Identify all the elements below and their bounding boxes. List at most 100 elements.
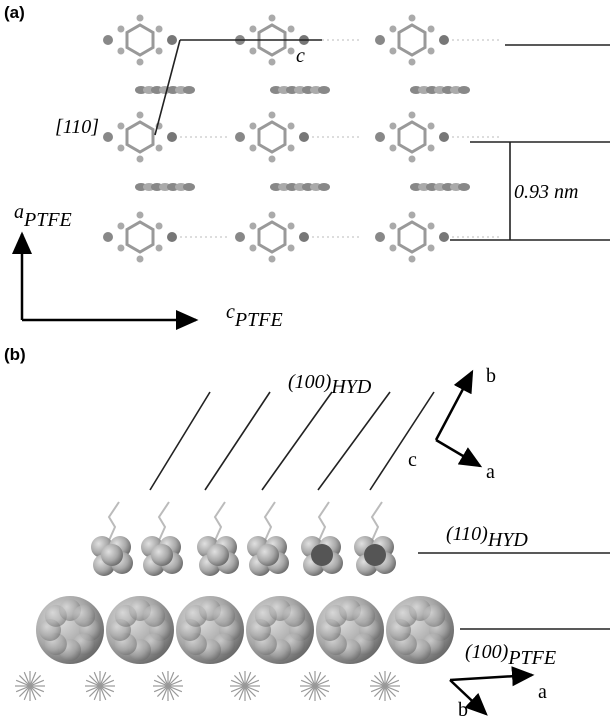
atom (137, 15, 144, 22)
atom (458, 183, 470, 191)
atom (299, 132, 309, 142)
atom (428, 145, 435, 152)
atom (269, 256, 276, 263)
atom (269, 59, 276, 66)
atom (156, 26, 163, 33)
atom (389, 223, 396, 230)
atom (428, 223, 435, 230)
atom (439, 232, 449, 242)
ring (127, 122, 153, 152)
direction-label: [110] (55, 116, 99, 138)
plane-label: (100)PTFE (465, 641, 556, 669)
vertical-axis-label: aPTFE (14, 201, 72, 231)
atom (117, 145, 124, 152)
atom (249, 48, 256, 55)
atom (183, 183, 195, 191)
atom (375, 132, 385, 142)
plane-line (205, 392, 270, 490)
atom (156, 245, 163, 252)
atom (318, 86, 330, 94)
atom (137, 112, 144, 119)
atom (428, 48, 435, 55)
atom (389, 145, 396, 152)
atom (428, 123, 435, 130)
atom (311, 544, 333, 566)
panel-label: (a) (4, 3, 25, 22)
atom (137, 156, 144, 163)
atom (249, 123, 256, 130)
atom (409, 156, 416, 163)
atom (137, 59, 144, 66)
atom (409, 59, 416, 66)
atom (299, 232, 309, 242)
panel-label: (b) (4, 345, 26, 364)
atom (213, 605, 235, 627)
atom (423, 605, 445, 627)
cell-axis: c (296, 45, 305, 67)
subscript: PTFE (23, 209, 72, 231)
ring (259, 122, 285, 152)
atom (269, 15, 276, 22)
index: (100) (288, 371, 332, 393)
atom (117, 123, 124, 130)
atom (428, 245, 435, 252)
atom (183, 86, 195, 94)
atom (409, 212, 416, 219)
atom (283, 605, 305, 627)
phase: PTFE (507, 647, 556, 669)
plane-label: (110)HYD (446, 523, 528, 551)
plane-line (150, 392, 210, 490)
symbol: c (226, 301, 235, 323)
atom (73, 605, 95, 627)
atom (103, 132, 113, 142)
atom (389, 48, 396, 55)
atom (364, 544, 386, 566)
atom (389, 245, 396, 252)
atom (235, 232, 245, 242)
atom (156, 48, 163, 55)
axis-label: a (486, 461, 495, 483)
ring (259, 222, 285, 252)
atom (151, 544, 173, 566)
atom (288, 223, 295, 230)
atom (288, 245, 295, 252)
atom (353, 605, 375, 627)
atom (288, 145, 295, 152)
atom (103, 35, 113, 45)
symbol: a (14, 201, 24, 223)
atom (137, 256, 144, 263)
ring (399, 222, 425, 252)
phase: HYD (487, 529, 529, 551)
atom (389, 26, 396, 33)
axis-arrow (450, 680, 486, 714)
axis-label: a (538, 681, 547, 703)
atom (389, 123, 396, 130)
atom (117, 223, 124, 230)
atom (167, 132, 177, 142)
atom (207, 544, 229, 566)
atom (167, 232, 177, 242)
index: (100) (465, 641, 509, 663)
axis-label: b (458, 699, 468, 721)
ring (399, 25, 425, 55)
atom (439, 132, 449, 142)
plane-line (262, 392, 332, 490)
atom (409, 256, 416, 263)
spacing-label: 0.93 nm (514, 181, 578, 203)
phase: HYD (330, 376, 372, 398)
ring (399, 122, 425, 152)
atom (409, 112, 416, 119)
atom (137, 212, 144, 219)
atom (269, 112, 276, 119)
horizontal-axis-label: cPTFE (226, 301, 283, 331)
atom (428, 26, 435, 33)
axis-arrow (436, 372, 472, 440)
atom (249, 223, 256, 230)
atom (249, 26, 256, 33)
figure: (a) c [110] 0.93 nm aPTFE cPTFE (b) (100… (0, 0, 610, 721)
subscript: PTFE (234, 309, 283, 331)
axis-arrow (450, 675, 532, 680)
atom (318, 183, 330, 191)
atom (167, 35, 177, 45)
atom (439, 35, 449, 45)
